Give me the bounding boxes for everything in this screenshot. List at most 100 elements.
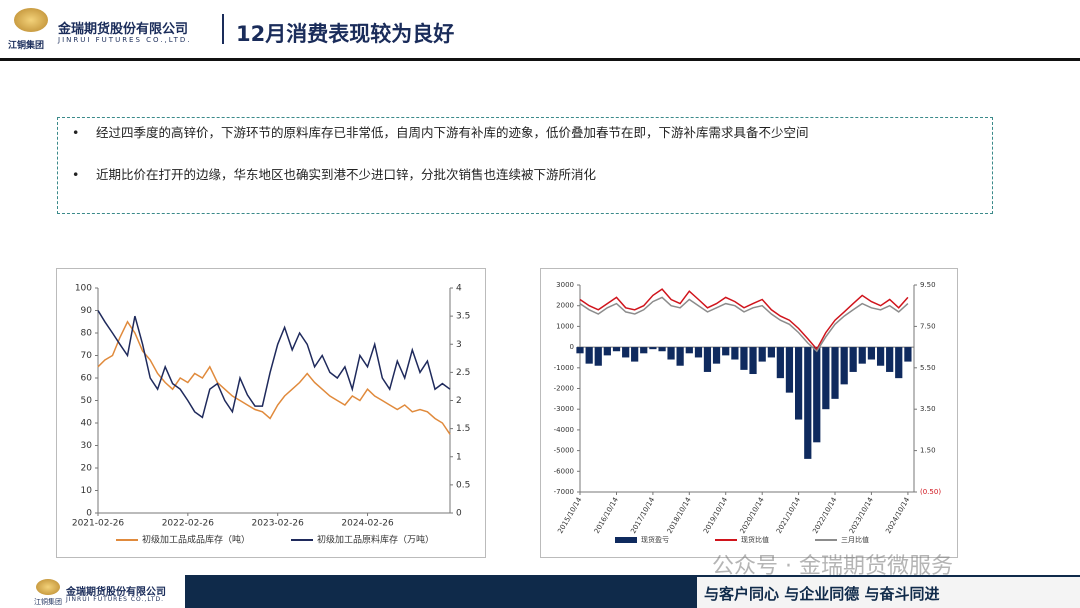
footer-logo (36, 579, 60, 595)
y-tick-label: 10 (81, 486, 93, 496)
chart: -7000 -6000 -5000 -4000 -3000 -2000 -1000 0 1000… (540, 268, 958, 558)
bar (667, 347, 675, 360)
bar (785, 347, 794, 393)
y-tick-label: 0 (86, 509, 92, 519)
bar (576, 347, 584, 354)
bar (849, 347, 857, 372)
bar (676, 347, 684, 366)
bar (594, 347, 602, 366)
y-tick-label: 100 (75, 284, 92, 294)
y-tick-label: 90 (81, 306, 93, 316)
bar (722, 347, 730, 356)
y-tick-label: 1000 (556, 322, 574, 330)
bullet: • 近期比价在打开的边缘，华东地区也确实到港不少进口锌，分批次销售也连续被下游所消… (72, 166, 972, 184)
bar (640, 347, 648, 354)
bar (767, 347, 775, 358)
bar (758, 347, 766, 362)
legend-label: 初级加工品原料库存（万吨） (317, 534, 434, 546)
y-tick-label: -1000 (554, 364, 574, 372)
y-tick-label: -2000 (554, 385, 574, 393)
y2-tick-label: 3.5 (456, 312, 470, 322)
bar (694, 347, 703, 358)
x-tick-label: 2024-02-26 (341, 519, 394, 529)
footer-company-en: JINRUI FUTURES CO.,LTD. (66, 596, 165, 603)
bullet-text: 经过四季度的高锌价，下游环节的原料库存已非常低，自周内下游有补库的迹象，低价叠加… (96, 125, 809, 140)
footer: 江铜集团 金瑞期货股份有限公司 JINRUI FUTURES CO.,LTD. … (0, 575, 1080, 608)
slogan: 与客户同心 与企业同德 与奋斗同进 (704, 585, 940, 603)
legend-label: 初级加工品成品库存（吨） (142, 534, 250, 546)
x-tick-label: 2023-02-26 (252, 519, 305, 529)
header: 江铜集团 金瑞期货股份有限公司 JINRUI FUTURES CO.,LTD. … (0, 0, 1080, 61)
bar (858, 347, 866, 364)
bullet: • 经过四季度的高锌价，下游环节的原料库存已非常低，自周内下游有补库的迹象，低价叠… (72, 124, 972, 142)
y2-tick-label: 2 (456, 396, 462, 406)
bar (886, 347, 894, 372)
y2-tick-label: 1 (456, 452, 462, 462)
legend-label: 现货比值 (741, 535, 769, 544)
slogan-panel (697, 577, 1080, 608)
series-line (97, 310, 451, 419)
y-tick-label: 80 (81, 329, 93, 339)
legend-label: 现货盈亏 (641, 535, 669, 544)
y-tick-label: 50 (81, 396, 93, 406)
y-tick-label: 60 (81, 374, 93, 384)
legend-swatch (615, 537, 637, 543)
bar (904, 347, 912, 362)
legend-label: 三月比值 (841, 535, 869, 544)
chart-frame (540, 268, 958, 558)
y-tick-label: 3000 (556, 281, 574, 289)
series-line (579, 296, 909, 353)
y-tick-label: -5000 (554, 447, 574, 455)
bullet-text: 近期比价在打开的边缘，华东地区也确实到港不少进口锌，分批次销售也连续被下游所消化 (96, 167, 597, 182)
y2-tick-label: 5.50 (920, 364, 936, 372)
bar (822, 347, 830, 410)
watermark: 公众号 · 金瑞期货微服务 (712, 554, 953, 579)
y2-tick-label: 9.50 (920, 281, 936, 289)
bar (795, 347, 803, 420)
bar (649, 347, 657, 350)
footer-company: 金瑞期货股份有限公司 (66, 587, 166, 598)
bar (776, 347, 784, 379)
y2-tick-label: 7.50 (920, 322, 936, 330)
bar (813, 347, 821, 443)
y-tick-label: -3000 (554, 405, 574, 413)
y-tick-label: -7000 (554, 488, 574, 496)
x-tick-label: 2021-02-26 (72, 519, 125, 529)
series-line (579, 288, 909, 351)
y2-tick-label: (0.50) (920, 488, 941, 496)
y-tick-label: 20 (81, 464, 93, 474)
chart-frame (56, 268, 486, 558)
y2-tick-label: 3.50 (920, 405, 936, 413)
series-line (97, 320, 451, 435)
bar (867, 347, 876, 360)
bar (804, 347, 812, 459)
bar (703, 347, 712, 372)
y-tick-label: 0 (570, 343, 574, 351)
bar (585, 347, 593, 364)
y2-tick-label: 0 (456, 509, 462, 519)
bar (658, 347, 666, 352)
y-tick-label: 2000 (556, 302, 574, 310)
y2-tick-label: 1.5 (456, 424, 470, 434)
y2-tick-label: 2.5 (456, 368, 470, 378)
group-name: 江铜集团 (8, 41, 45, 51)
bar (612, 347, 621, 352)
company-name: 金瑞期货股份有限公司 (58, 22, 189, 37)
y-tick-label: 70 (81, 351, 93, 361)
y-tick-label: -6000 (554, 467, 574, 475)
bullet-box: • 经过四季度的高锌价，下游环节的原料库存已非常低，自周内下游有补库的迹象，低价叠… (57, 117, 993, 214)
y2-tick-label: 0.5 (456, 480, 470, 490)
bar (876, 347, 885, 366)
bar (740, 347, 748, 370)
divider (222, 14, 224, 44)
company-en: JINRUI FUTURES CO.,LTD. (58, 36, 192, 44)
bar (622, 347, 630, 358)
y-tick-label: 30 (81, 441, 93, 451)
chart: 0 10 20 30 40 50 60 70 80 90 100 0 0.5 1 1.5 2 2.5 3 3.5 4 2… (56, 268, 486, 558)
logo-mark (14, 8, 48, 32)
bar (749, 347, 757, 375)
bar (895, 347, 903, 379)
y2-tick-label: 3 (456, 340, 462, 350)
y-tick-label: -4000 (554, 426, 574, 434)
